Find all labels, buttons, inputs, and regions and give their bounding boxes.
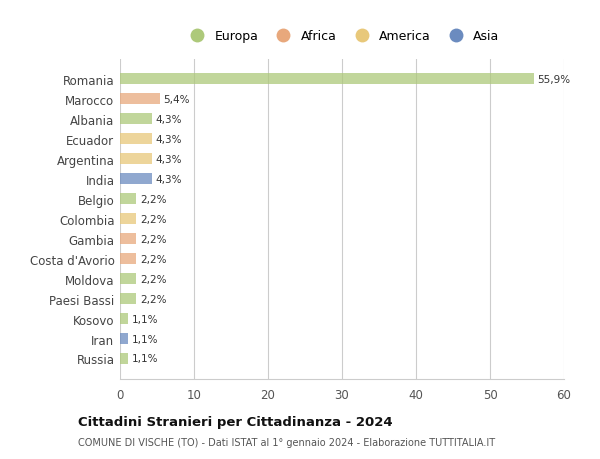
Bar <box>120 353 128 364</box>
Bar <box>120 313 128 325</box>
Text: 2,2%: 2,2% <box>140 234 166 244</box>
Text: 2,2%: 2,2% <box>140 214 166 224</box>
Bar <box>120 333 128 344</box>
Text: 2,2%: 2,2% <box>140 194 166 204</box>
Text: COMUNE DI VISCHE (TO) - Dati ISTAT al 1° gennaio 2024 - Elaborazione TUTTITALIA.: COMUNE DI VISCHE (TO) - Dati ISTAT al 1°… <box>78 437 495 447</box>
Bar <box>120 134 152 145</box>
Text: 2,2%: 2,2% <box>140 274 166 284</box>
Bar <box>120 234 136 245</box>
Bar <box>120 253 136 264</box>
Text: 1,1%: 1,1% <box>132 334 158 344</box>
Bar <box>120 293 136 304</box>
Bar <box>120 94 160 105</box>
Bar <box>120 194 136 205</box>
Text: 2,2%: 2,2% <box>140 254 166 264</box>
Text: 4,3%: 4,3% <box>155 154 182 164</box>
Legend: Europa, Africa, America, Asia: Europa, Africa, America, Asia <box>182 28 502 45</box>
Text: 4,3%: 4,3% <box>155 115 182 124</box>
Text: 2,2%: 2,2% <box>140 294 166 304</box>
Bar <box>120 154 152 165</box>
Text: Cittadini Stranieri per Cittadinanza - 2024: Cittadini Stranieri per Cittadinanza - 2… <box>78 415 392 428</box>
Text: 5,4%: 5,4% <box>164 95 190 105</box>
Text: 1,1%: 1,1% <box>132 314 158 324</box>
Text: 4,3%: 4,3% <box>155 174 182 185</box>
Bar <box>120 74 533 85</box>
Bar <box>120 174 152 185</box>
Bar <box>120 214 136 224</box>
Text: 55,9%: 55,9% <box>538 75 571 84</box>
Bar <box>120 274 136 285</box>
Text: 1,1%: 1,1% <box>132 354 158 364</box>
Text: 4,3%: 4,3% <box>155 134 182 145</box>
Bar <box>120 114 152 125</box>
